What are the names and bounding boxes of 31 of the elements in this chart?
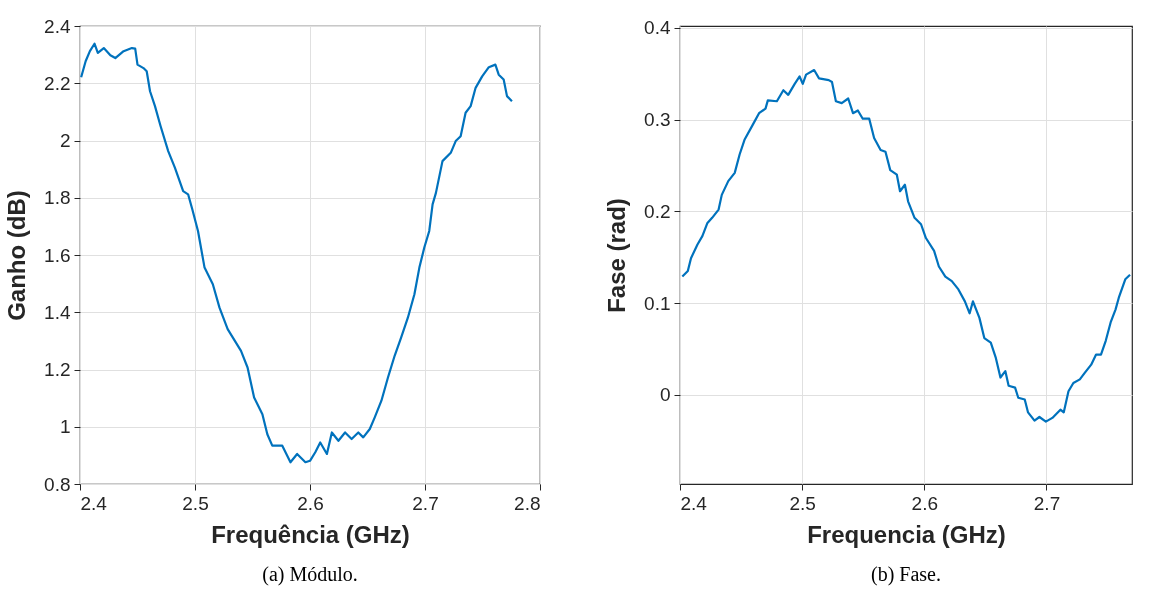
y-tick-label: 1.8 [44, 187, 71, 209]
y-tick-label: 0.1 [644, 292, 671, 314]
x-tick-label: 2.7 [1033, 492, 1061, 514]
y-tick-label: 1.4 [44, 301, 71, 323]
line-series [681, 68, 1132, 423]
y-tick-label: 0 [659, 384, 671, 406]
text: (a) Módulo. [262, 563, 358, 586]
y-tick-label: 1.6 [44, 244, 71, 266]
y-tick-label: 0.2 [644, 200, 671, 222]
y-tick-label: 1 [59, 416, 71, 438]
x-axis-title: Frequência (GHz) [211, 520, 410, 548]
y-tick-label: 2.2 [44, 72, 71, 94]
text: (b) Fase. [871, 563, 941, 586]
y-axis-title: Fase (rad) [603, 198, 631, 313]
x-tick-label: 2.7 [412, 492, 439, 514]
y-tick-label: 2.4 [44, 15, 71, 37]
x-tick-label: 2.8 [514, 492, 541, 514]
y-tick-label: 2 [59, 130, 71, 151]
y-tick-label: 1.2 [44, 359, 71, 380]
x-tick-label: 2.4 [680, 492, 708, 514]
x-tick-label: 2.5 [789, 492, 816, 514]
x-tick-label: 2.6 [911, 492, 939, 514]
y-tick-label: 0.4 [644, 17, 671, 39]
x-axis-title: Frequencia (GHz) [807, 520, 1006, 548]
line-series [80, 42, 514, 464]
x-tick-label: 2.5 [182, 492, 209, 514]
x-tick-label: 2.4 [80, 492, 108, 514]
y-axis-title: Ganho (dB) [3, 190, 31, 321]
y-tick-label: 0.8 [44, 473, 71, 495]
x-tick-label: 2.6 [297, 492, 324, 514]
y-tick-label: 0.3 [644, 109, 671, 131]
